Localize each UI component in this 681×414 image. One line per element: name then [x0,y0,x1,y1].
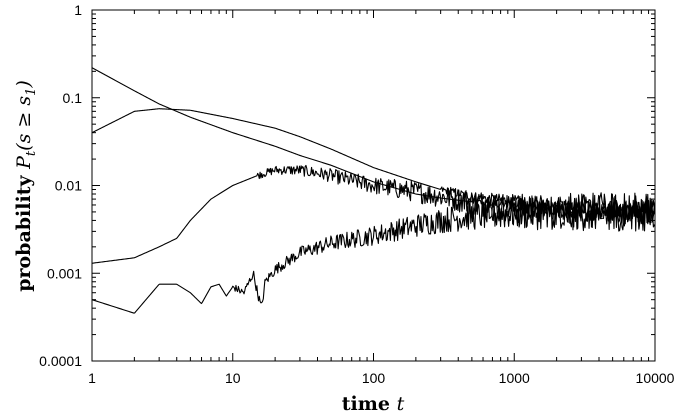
y-axis-title: probability Pt(s ≥ s1) [13,80,39,292]
y-tick-label: 0.001 [47,265,82,281]
x-axis-title: time t [342,393,405,414]
x-tick-label: 100 [362,370,386,386]
series-group [91,67,656,314]
x-tick-label: 10 [225,370,241,386]
y-tick-label: 1 [74,2,82,18]
axis-ticks [91,10,655,362]
plot-frame [91,9,656,362]
y-tick-label: 0.01 [55,178,82,194]
series-line-2 [91,108,656,226]
series-line-4 [91,192,656,314]
series-line-3 [91,164,656,264]
y-tick-label: 0.0001 [39,353,82,369]
y-tick-label: 0.1 [63,90,83,106]
tick-labels: 1 10 100 1000 10000 0.0001 0.001 0.01 0.1 1 [39,2,675,386]
x-tick-label: 10000 [636,370,675,386]
x-tick-label: 1000 [499,370,530,386]
x-tick-label: 1 [88,370,96,386]
